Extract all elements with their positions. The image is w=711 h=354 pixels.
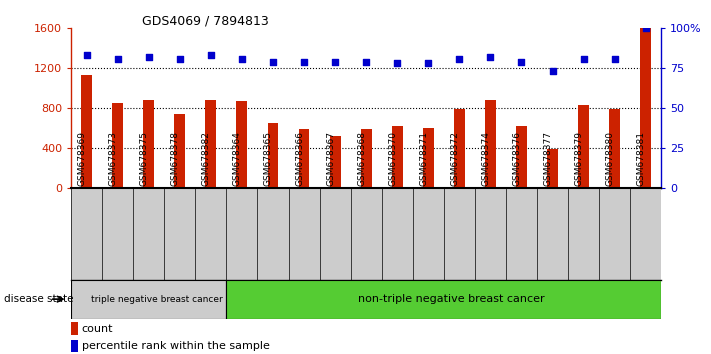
Bar: [330, 136, 341, 188]
Bar: [267, 123, 279, 188]
Bar: [81, 75, 92, 188]
Bar: [547, 149, 558, 188]
FancyBboxPatch shape: [71, 280, 226, 319]
Point: [422, 61, 434, 66]
Bar: [454, 109, 465, 188]
Point: [609, 56, 620, 62]
Bar: [237, 101, 247, 188]
Point: [81, 53, 92, 58]
Point: [299, 59, 310, 65]
Bar: [71, 322, 78, 335]
Point: [360, 59, 372, 65]
Point: [547, 69, 558, 74]
Text: percentile rank within the sample: percentile rank within the sample: [82, 341, 269, 351]
Point: [267, 59, 279, 65]
Bar: [71, 340, 78, 352]
Bar: [423, 128, 434, 188]
Bar: [641, 28, 651, 188]
Point: [205, 53, 217, 58]
Text: count: count: [82, 324, 113, 333]
Bar: [516, 126, 527, 188]
Bar: [360, 129, 372, 188]
FancyBboxPatch shape: [226, 280, 661, 319]
Bar: [174, 114, 186, 188]
Point: [329, 59, 341, 65]
Text: triple negative breast cancer: triple negative breast cancer: [90, 295, 223, 304]
Bar: [144, 100, 154, 188]
Point: [392, 61, 403, 66]
Point: [578, 56, 589, 62]
Bar: [299, 129, 309, 188]
Point: [640, 25, 651, 31]
Bar: [609, 109, 620, 188]
Text: disease state: disease state: [4, 294, 73, 304]
Point: [112, 56, 124, 62]
Point: [143, 54, 154, 60]
Point: [485, 54, 496, 60]
Bar: [392, 126, 402, 188]
Point: [515, 59, 527, 65]
Bar: [485, 100, 496, 188]
Point: [454, 56, 465, 62]
Bar: [578, 105, 589, 188]
Text: GDS4069 / 7894813: GDS4069 / 7894813: [142, 14, 269, 27]
Point: [236, 56, 247, 62]
Text: non-triple negative breast cancer: non-triple negative breast cancer: [358, 294, 545, 304]
Bar: [205, 100, 216, 188]
Point: [174, 56, 186, 62]
Bar: [112, 103, 123, 188]
